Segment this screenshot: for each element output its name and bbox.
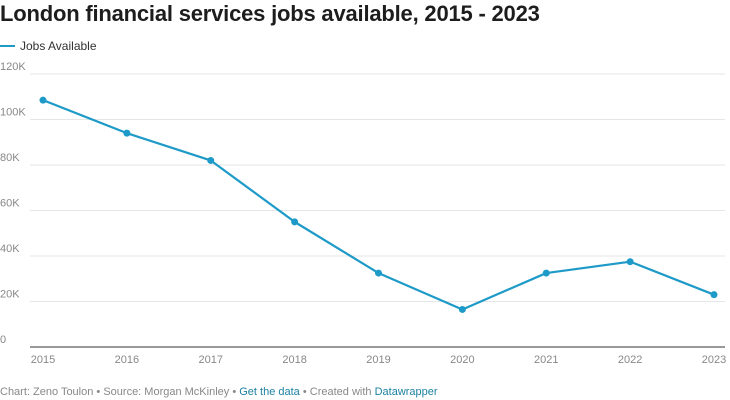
chart-footer: Chart: Zeno Toulon • Source: Morgan McKi… (0, 386, 438, 398)
legend-label: Jobs Available (20, 39, 97, 53)
footer-credit: Chart: Zeno Toulon (0, 386, 94, 398)
x-tick-label: 2018 (282, 354, 306, 366)
get-the-data-link[interactable]: Get the data (239, 386, 300, 398)
datawrapper-link[interactable]: Datawrapper (374, 386, 438, 398)
data-point (39, 96, 47, 104)
y-tick-label: 40K (0, 243, 20, 255)
data-point (710, 291, 718, 299)
data-point (458, 305, 466, 313)
chart-title: London financial services jobs available… (0, 1, 540, 26)
line-chart: 0 20K 40K 60K 80K 100K 120K 2015 2016 2017 2018 201… (0, 61, 726, 366)
x-tick-label: 2022 (618, 354, 642, 366)
data-point (207, 156, 215, 164)
y-tick-label: 0 (0, 334, 6, 346)
y-tick-label: 120K (0, 61, 26, 73)
data-point (375, 269, 382, 277)
x-tick-label: 2020 (450, 354, 474, 366)
footer-source: Source: Morgan McKinley (103, 386, 230, 398)
x-tick-label: 2019 (366, 354, 390, 366)
x-tick-label: 2021 (534, 354, 558, 366)
x-tick-label: 2017 (199, 354, 223, 366)
data-point (123, 129, 131, 137)
data-point (291, 218, 299, 226)
series-line (41, 99, 716, 311)
footer-created-with: Created with (309, 386, 375, 398)
data-point (542, 269, 550, 277)
x-tick-label: 2015 (31, 354, 55, 366)
x-tick-label: 2023 (702, 354, 726, 366)
y-tick-label: 60K (0, 198, 20, 210)
data-point (626, 258, 634, 266)
footer-separator: • (299, 386, 310, 398)
footer-separator: • (93, 386, 104, 398)
y-tick-label: 80K (0, 152, 20, 164)
x-tick-label: 2016 (115, 354, 139, 366)
footer-separator: • (229, 386, 240, 398)
y-tick-label: 100K (0, 107, 26, 119)
y-tick-label: 20K (0, 289, 20, 301)
legend-swatch (0, 45, 15, 47)
chart-legend: Jobs Available (0, 39, 97, 53)
